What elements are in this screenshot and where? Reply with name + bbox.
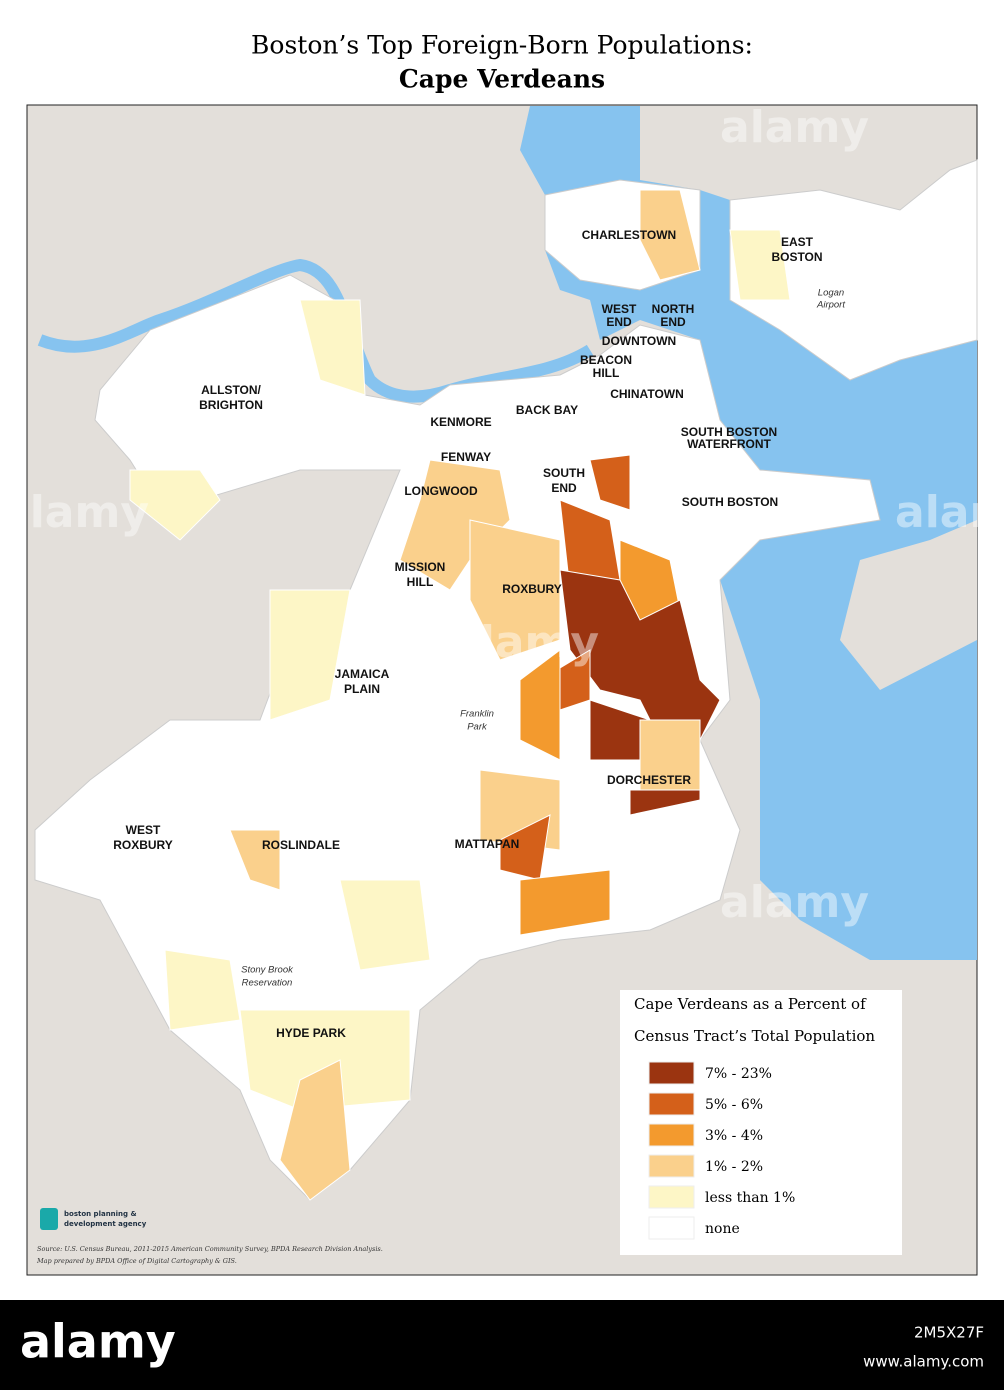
source: Source: U.S. Census Bureau, 2011-2015 Am… (37, 1245, 383, 1253)
site: www.alamy.com (863, 1353, 984, 1371)
legend: Cape Verdeans as a Percent of Census Tra… (620, 990, 902, 1255)
watermark: alamy (720, 102, 869, 153)
neighborhood-label: ALLSTON/ (201, 383, 261, 397)
legend-label: 5% - 6% (705, 1097, 763, 1113)
census-tracts (129, 189, 791, 1201)
watermark: alamy (720, 877, 869, 928)
place-label: Logan (818, 288, 844, 299)
neighborhood-label: SOUTH BOSTON (681, 425, 777, 439)
place-label: Franklin (460, 709, 494, 720)
place-label: Park (467, 722, 488, 733)
neighborhood-label: DORCHESTER (607, 773, 691, 787)
neighborhood-label: END (551, 481, 577, 495)
neighborhood-label: END (660, 315, 686, 329)
neighborhood-label: LONGWOOD (404, 484, 478, 498)
neighborhood-label: BRIGHTON (199, 398, 263, 412)
legend-label: 3% - 4% (705, 1128, 763, 1144)
neighborhood-label: EAST (781, 235, 814, 249)
place-label: Airport (816, 300, 845, 311)
legend-swatch (648, 1123, 695, 1147)
watermark: alamy (450, 617, 599, 668)
neighborhood-label: CHINATOWN (610, 387, 684, 401)
neighborhood-label: HILL (593, 366, 620, 380)
title: Boston’s Top Foreign-Born Populations: (251, 31, 753, 60)
legend-title: Census Tract’s Total Population (634, 1027, 875, 1045)
logo-mark (40, 1208, 58, 1230)
neighborhood-label: HILL (407, 575, 434, 589)
watermark: alamy (0, 487, 149, 538)
legend-swatch (648, 1092, 695, 1116)
neighborhood-label: ROSLINDALE (262, 838, 340, 852)
subtitle: Cape Verdeans (399, 65, 605, 94)
neighborhood-label: BEACON (580, 353, 632, 367)
logo-text: development agency (64, 1220, 147, 1228)
neighborhood-label: DOWNTOWN (602, 334, 676, 348)
legend-swatch (648, 1061, 695, 1085)
watermark: alamy (895, 487, 1004, 538)
place-label: Stony Brook (241, 965, 294, 976)
neighborhood-label: BACK BAY (516, 403, 578, 417)
legend-swatch (648, 1185, 695, 1209)
neighborhood-label: WEST (126, 823, 161, 837)
footer-logo: alamy (20, 1315, 176, 1369)
neighborhood-label: END (606, 315, 632, 329)
legend-label: 1% - 2% (705, 1159, 763, 1175)
legend-label: less than 1% (705, 1190, 795, 1206)
legend-swatch (648, 1154, 695, 1178)
place-label: Reservation (242, 978, 293, 989)
neighborhood-label: WEST (602, 302, 637, 316)
neighborhood-label: SOUTH BOSTON (682, 495, 778, 509)
neighborhood-label: MISSION (395, 560, 446, 574)
legend-swatch (648, 1216, 695, 1240)
neighborhood-label: KENMORE (430, 415, 491, 429)
neighborhood-label: NORTH (652, 302, 695, 316)
neighborhood-label: ROXBURY (502, 582, 562, 596)
neighborhood-label: BOSTON (771, 250, 822, 264)
neighborhood-label: JAMAICA (335, 667, 390, 681)
neighborhood-label: SOUTH (543, 466, 585, 480)
legend-label: 7% - 23% (705, 1066, 772, 1082)
neighborhood-label: ROXBURY (113, 838, 173, 852)
neighborhood-label: PLAIN (344, 682, 380, 696)
neighborhood-label: FENWAY (441, 450, 491, 464)
east-boston-land (729, 159, 978, 381)
peninsula (840, 520, 977, 690)
legend-items: 7% - 23% 5% - 6% 3% - 4% 1% - 2% less than 1… (648, 1061, 795, 1240)
watermarks: alamy alamy alamy alamy alamy (0, 102, 1004, 928)
neighborhood-label: MATTAPAN (455, 837, 520, 851)
legend-label: none (705, 1221, 740, 1237)
neighborhood-label: CHARLESTOWN (582, 228, 676, 242)
source: Map prepared by BPDA Office of Digital C… (36, 1257, 237, 1265)
logo-text: boston planning & (64, 1210, 137, 1218)
legend-title: Cape Verdeans as a Percent of (634, 995, 867, 1013)
neighborhood-label: WATERFRONT (687, 437, 771, 451)
legend-box (620, 990, 902, 1255)
neighborhood-label: HYDE PARK (276, 1026, 346, 1040)
footer-bar (0, 1300, 1004, 1390)
image-id: 2M5X27F (914, 1324, 984, 1342)
map: CHARLESTOWN EAST BOSTON WEST END NORTH E… (26, 104, 978, 1276)
